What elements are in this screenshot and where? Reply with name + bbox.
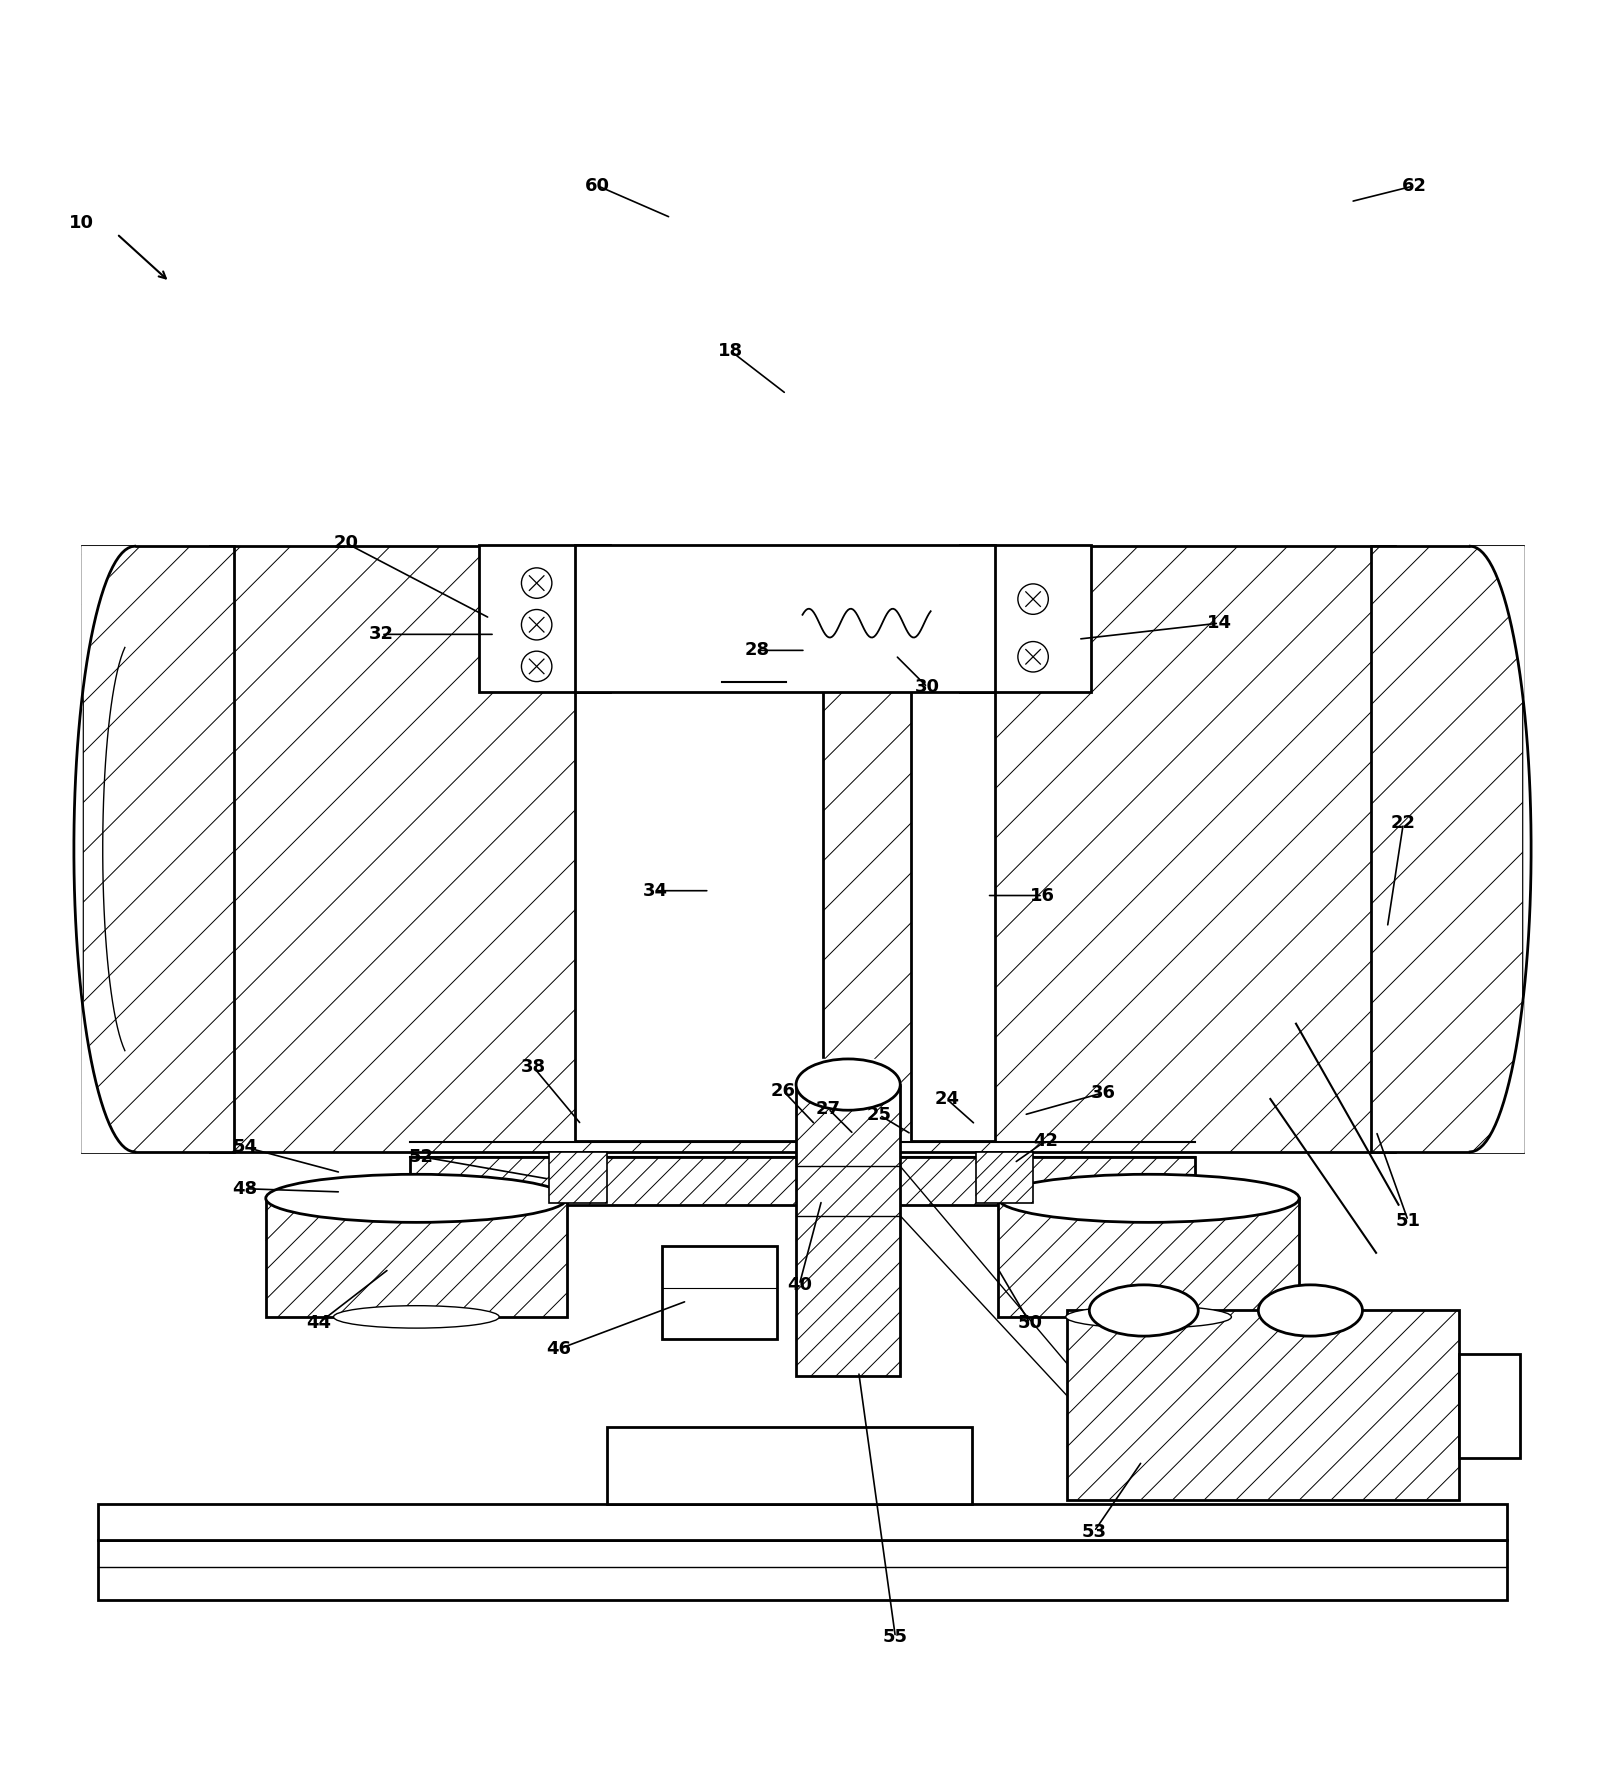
Text: 48: 48 bbox=[233, 1180, 257, 1198]
Ellipse shape bbox=[334, 1306, 499, 1328]
Circle shape bbox=[522, 568, 552, 598]
Bar bbox=[478, 545, 610, 692]
Ellipse shape bbox=[1090, 1285, 1199, 1337]
Circle shape bbox=[522, 651, 552, 682]
Text: 28: 28 bbox=[745, 641, 770, 659]
Text: 54: 54 bbox=[233, 1138, 257, 1156]
Text: 50: 50 bbox=[1018, 1314, 1043, 1333]
Bar bbox=[98, 1505, 1507, 1539]
Bar bbox=[1067, 1310, 1459, 1500]
Bar bbox=[409, 1157, 1196, 1205]
Text: 22: 22 bbox=[1392, 815, 1416, 832]
Text: 24: 24 bbox=[934, 1090, 960, 1108]
Circle shape bbox=[1018, 584, 1048, 614]
Circle shape bbox=[1018, 641, 1048, 673]
Bar bbox=[912, 687, 995, 1141]
Bar bbox=[575, 687, 823, 1141]
Ellipse shape bbox=[998, 1175, 1298, 1223]
Ellipse shape bbox=[1066, 1306, 1231, 1328]
Bar bbox=[98, 1539, 1507, 1601]
Text: 32: 32 bbox=[369, 625, 393, 643]
Text: 53: 53 bbox=[1082, 1523, 1106, 1541]
Bar bbox=[796, 1085, 900, 1376]
Bar bbox=[607, 1427, 973, 1505]
Bar bbox=[976, 1152, 1034, 1203]
Text: 10: 10 bbox=[69, 213, 95, 231]
Text: 44: 44 bbox=[307, 1314, 331, 1333]
Text: 55: 55 bbox=[883, 1628, 908, 1647]
Text: 25: 25 bbox=[867, 1106, 892, 1124]
Text: 14: 14 bbox=[1207, 614, 1231, 632]
Bar bbox=[1371, 547, 1523, 1152]
Text: 36: 36 bbox=[1091, 1083, 1115, 1102]
Text: 51: 51 bbox=[1396, 1212, 1420, 1230]
Bar bbox=[661, 1246, 777, 1340]
Text: 30: 30 bbox=[915, 678, 941, 696]
Bar bbox=[998, 1198, 1298, 1317]
Bar bbox=[1459, 1354, 1520, 1457]
Text: 26: 26 bbox=[770, 1083, 796, 1100]
Text: 34: 34 bbox=[642, 882, 668, 900]
Text: 20: 20 bbox=[334, 534, 358, 552]
Text: 52: 52 bbox=[409, 1148, 433, 1166]
Ellipse shape bbox=[796, 1060, 900, 1109]
Text: 18: 18 bbox=[717, 343, 743, 360]
Circle shape bbox=[522, 609, 552, 641]
Bar bbox=[549, 1152, 607, 1203]
Text: 62: 62 bbox=[1403, 178, 1427, 195]
Bar bbox=[266, 1198, 567, 1317]
Text: 42: 42 bbox=[1034, 1132, 1059, 1150]
Bar bbox=[960, 545, 1091, 692]
Text: 40: 40 bbox=[786, 1276, 812, 1294]
Ellipse shape bbox=[1258, 1285, 1363, 1337]
Ellipse shape bbox=[266, 1175, 567, 1223]
Bar bbox=[82, 547, 234, 1152]
Text: 60: 60 bbox=[584, 178, 610, 195]
Text: 16: 16 bbox=[1030, 886, 1056, 905]
Text: 27: 27 bbox=[815, 1099, 841, 1118]
Bar bbox=[575, 545, 995, 692]
Text: 38: 38 bbox=[520, 1058, 546, 1076]
Text: 46: 46 bbox=[546, 1340, 571, 1358]
Bar bbox=[210, 547, 1395, 1152]
